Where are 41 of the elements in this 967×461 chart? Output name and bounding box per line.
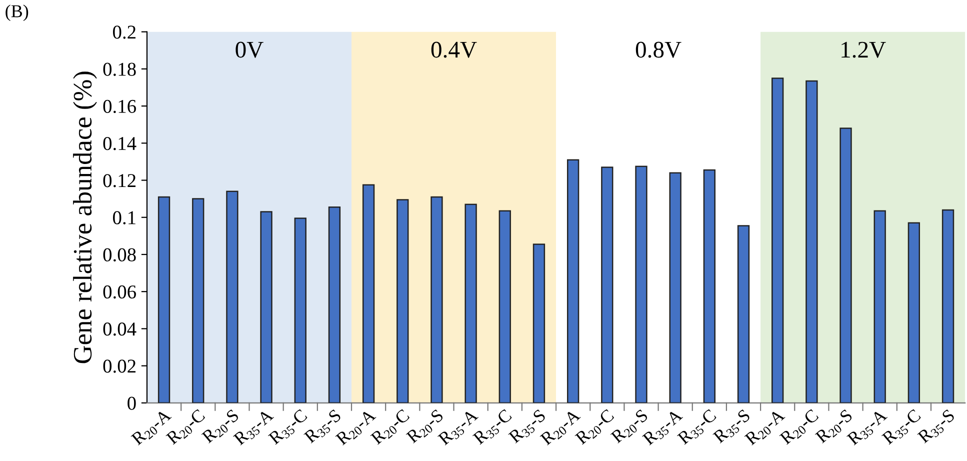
bar — [737, 225, 750, 403]
y-tick-label: 0.06 — [103, 285, 136, 299]
bar — [396, 199, 409, 403]
y-tick-label: 0.12 — [103, 174, 136, 188]
bar — [362, 184, 375, 403]
y-tick-label: 0.18 — [103, 62, 136, 76]
annotation: 1.2V — [842, 42, 886, 58]
y-tick-label: 0.08 — [103, 248, 136, 262]
bar — [703, 169, 716, 403]
bar — [294, 218, 306, 403]
bar — [601, 166, 614, 403]
bar — [772, 78, 784, 403]
bar — [532, 244, 546, 403]
bar — [226, 190, 238, 403]
bar — [260, 211, 272, 403]
bar — [158, 196, 170, 403]
bar — [498, 210, 511, 403]
annotation: 0V — [236, 42, 264, 58]
y-tick-label: 0 — [128, 396, 136, 410]
y-tick-label: 0.1 — [113, 211, 136, 224]
y-tick-label: 0.02 — [103, 360, 136, 373]
bar — [328, 206, 341, 403]
bar — [806, 80, 818, 403]
y-axis-title: Gene relative abundace (%) — [73, 72, 97, 364]
bar — [430, 196, 443, 403]
bar — [566, 159, 580, 403]
y-tick-label: 0.16 — [103, 100, 136, 114]
bar — [192, 198, 204, 403]
bar — [908, 222, 920, 403]
y-tick-label: 0.04 — [103, 322, 136, 336]
y-tick-label: 0.2 — [113, 26, 136, 39]
bar — [635, 166, 648, 403]
bar — [669, 172, 682, 403]
annotation: 0.8V — [636, 42, 682, 58]
y-tick-label: 0.14 — [103, 136, 136, 150]
annotation: 0.4V — [431, 42, 477, 58]
bar — [464, 204, 477, 403]
text: (B) — [6, 4, 28, 21]
bar — [840, 128, 852, 403]
bar — [874, 210, 886, 403]
bar — [942, 209, 954, 403]
